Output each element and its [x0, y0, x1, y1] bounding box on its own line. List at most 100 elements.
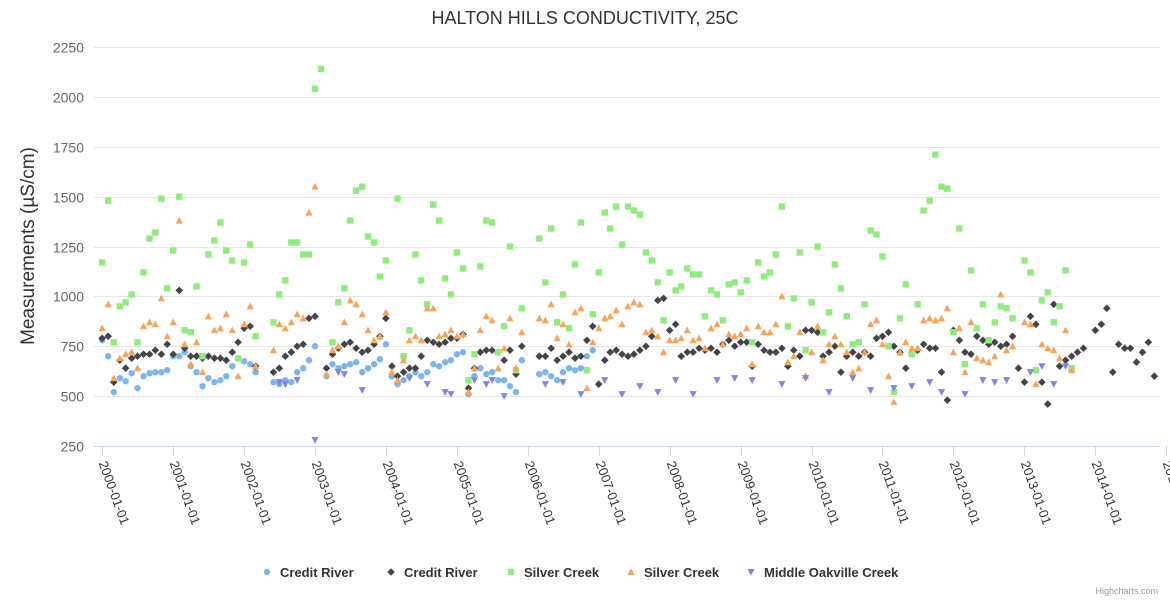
data-point — [157, 350, 166, 359]
data-point — [169, 318, 177, 326]
data-point — [228, 326, 236, 334]
data-point — [164, 366, 171, 374]
data-point — [949, 348, 957, 356]
data-point — [588, 322, 597, 331]
data-point — [648, 257, 655, 264]
data-point — [671, 320, 680, 329]
data-point — [1050, 346, 1058, 354]
data-point — [931, 316, 940, 324]
data-point — [358, 348, 366, 357]
data-point — [441, 338, 449, 347]
data-point — [346, 361, 354, 368]
data-point — [754, 259, 762, 266]
data-point — [122, 350, 130, 358]
data-point — [801, 326, 810, 335]
data-point — [849, 368, 857, 376]
data-point — [121, 364, 130, 372]
legend-item[interactable]: Middle Oakville Creek — [747, 565, 899, 580]
data-point — [340, 318, 348, 326]
data-point — [577, 391, 585, 398]
data-point — [488, 316, 496, 324]
legend-item[interactable]: Silver Creek — [627, 565, 720, 580]
data-point — [192, 352, 201, 361]
data-point — [370, 340, 378, 349]
legend-item[interactable]: Silver Creek — [507, 565, 600, 580]
data-point — [186, 352, 195, 361]
y-tick-label: 500 — [61, 389, 85, 405]
data-point — [1032, 366, 1040, 374]
data-point — [453, 332, 461, 340]
data-point — [919, 340, 928, 349]
data-point — [470, 377, 479, 384]
data-point — [660, 348, 668, 356]
data-point — [825, 348, 833, 357]
data-point — [240, 324, 248, 333]
data-point — [104, 197, 112, 204]
data-point — [872, 316, 881, 324]
data-point — [293, 310, 301, 318]
data-point — [737, 289, 744, 296]
grid-lines — [94, 47, 1160, 397]
data-point — [678, 283, 685, 290]
data-point — [157, 294, 165, 302]
data-point — [494, 376, 502, 384]
data-point — [423, 381, 431, 388]
data-point — [842, 352, 851, 361]
data-point — [577, 304, 585, 312]
data-point — [636, 346, 644, 355]
data-point — [98, 324, 106, 332]
legend-item[interactable]: Credit River — [263, 565, 354, 580]
data-point — [553, 376, 561, 384]
data-point — [128, 369, 135, 377]
data-point — [1050, 319, 1057, 326]
data-point — [849, 375, 857, 382]
legend-item[interactable]: Credit River — [387, 565, 478, 580]
data-point — [594, 380, 603, 388]
data-point — [825, 309, 833, 316]
data-point — [837, 340, 845, 348]
data-point — [831, 342, 839, 351]
data-point — [796, 249, 803, 256]
data-point — [164, 285, 171, 292]
data-point — [1102, 304, 1111, 313]
data-point — [417, 352, 426, 361]
x-tick-label: 2009-01-01 — [735, 459, 772, 527]
data-point — [861, 348, 869, 356]
legend[interactable]: Credit River Credit River Silver Creek Silv… — [263, 565, 899, 580]
data-point — [145, 318, 154, 326]
data-point — [943, 396, 952, 404]
data-point — [435, 217, 443, 224]
data-point — [542, 368, 549, 376]
data-point — [269, 368, 278, 376]
data-point — [134, 384, 141, 392]
data-point — [482, 381, 490, 388]
credits-link[interactable]: Highcharts.com — [1095, 586, 1158, 596]
data-point — [944, 185, 951, 192]
data-point — [299, 340, 307, 349]
data-point — [1044, 289, 1051, 296]
data-point — [701, 313, 709, 320]
x-tick-label: 2008-01-01 — [664, 459, 701, 527]
data-point — [1020, 318, 1029, 326]
data-point — [660, 317, 667, 324]
data-point — [98, 334, 106, 343]
data-point — [358, 183, 366, 190]
data-point — [500, 323, 508, 330]
data-point — [559, 379, 567, 386]
data-point — [370, 361, 378, 368]
data-point — [914, 301, 921, 308]
data-point — [299, 314, 307, 322]
data-point — [211, 378, 218, 386]
data-point — [973, 332, 981, 341]
legend-marker — [387, 568, 395, 576]
data-point — [133, 364, 142, 372]
data-point — [293, 368, 301, 376]
data-point — [488, 377, 496, 384]
data-point — [713, 320, 721, 328]
data-point — [553, 356, 561, 365]
data-point — [470, 364, 479, 372]
data-point — [151, 320, 159, 328]
x-tick-label: 2007-01-01 — [593, 459, 630, 527]
data-point — [405, 336, 413, 344]
